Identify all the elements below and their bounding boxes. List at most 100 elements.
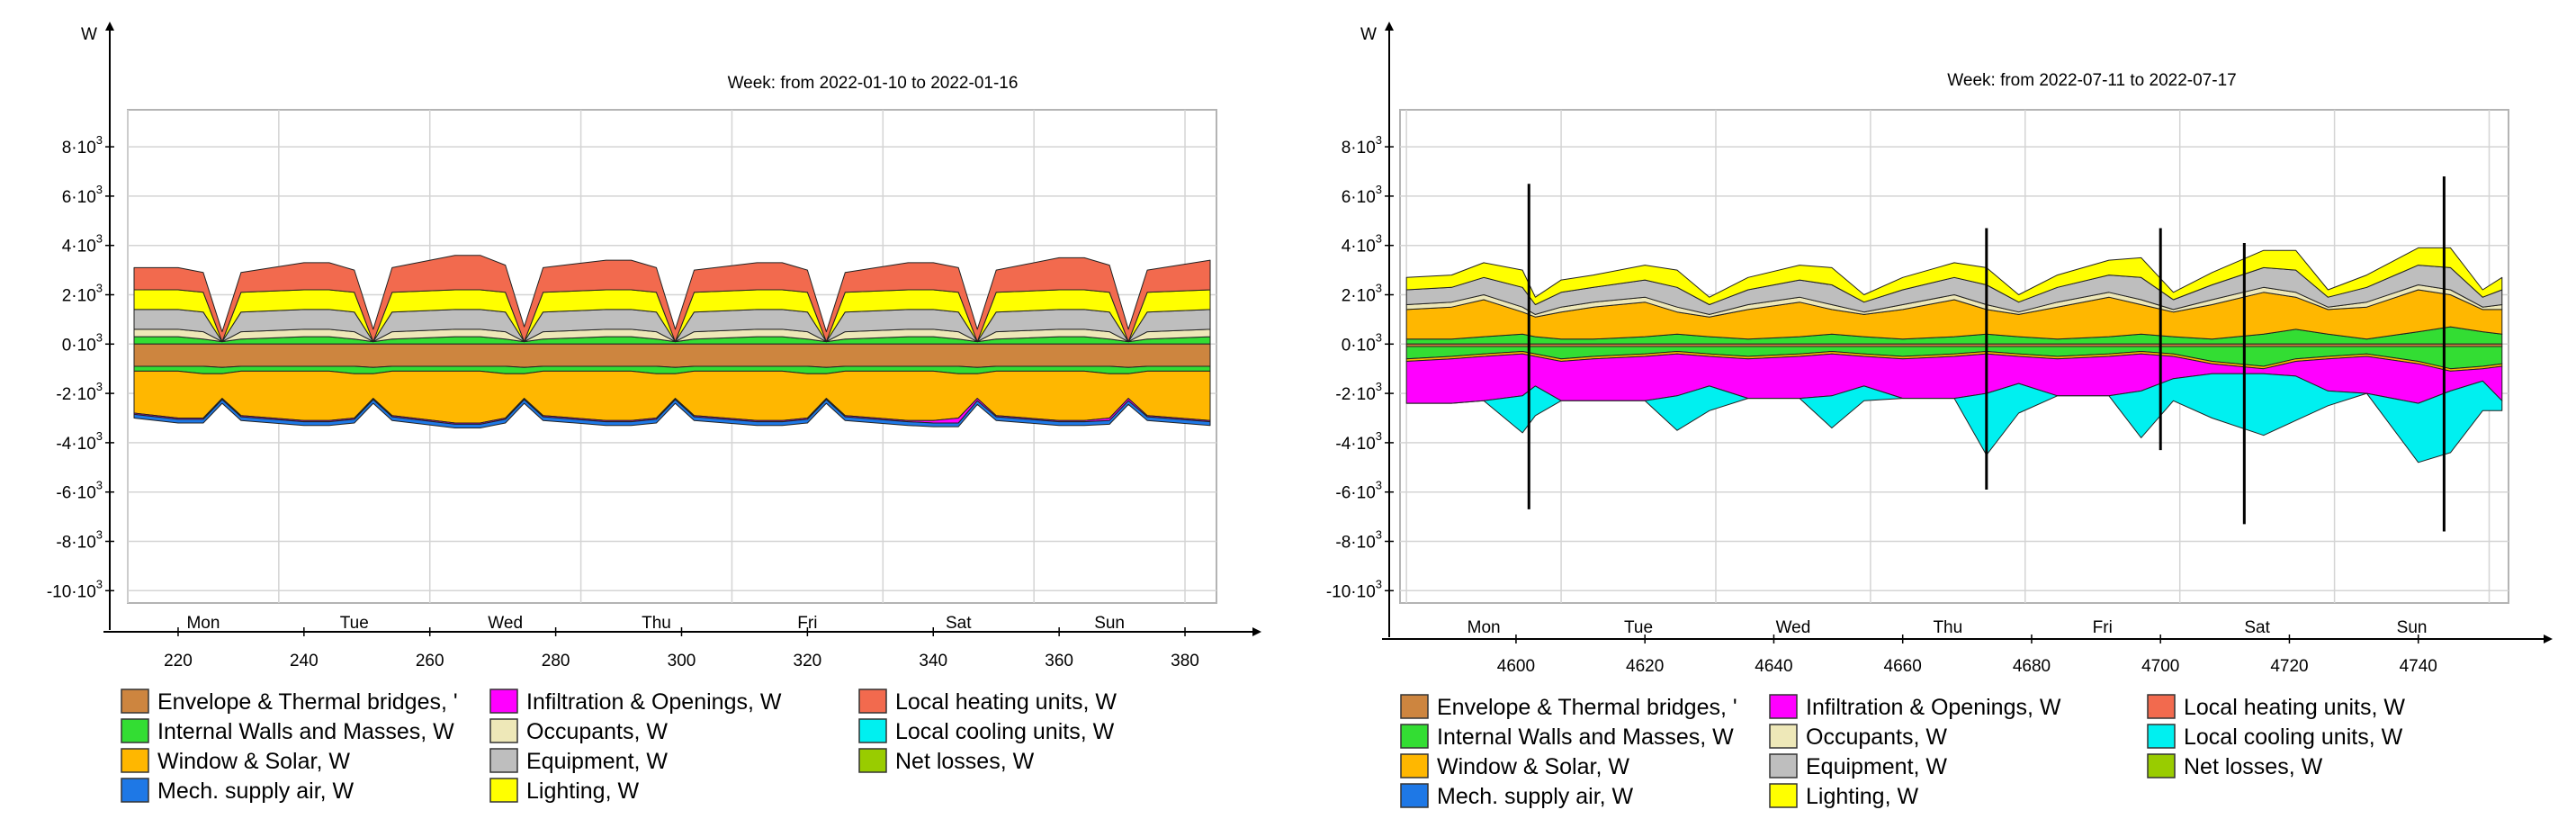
legend-item-window: Window & Solar, W [1400, 753, 1629, 779]
area-positive-heating [133, 255, 1211, 343]
x-tick-label: 4660 [1884, 657, 1922, 676]
x-tick-label: 340 [919, 652, 947, 670]
left-legend: Envelope & Thermal bridges, ' Internal Wa… [121, 688, 1117, 804]
chart-title: Week: from 2022-01-10 to 2022-01-16 [728, 74, 1019, 93]
day-label: Tue [1624, 618, 1653, 637]
y-tick-label: 2·103 [62, 282, 103, 306]
y-tick-label: -10·103 [47, 577, 103, 601]
area-negative-mech [133, 399, 1211, 428]
legend-item-infiltration: Infiltration & Openings, W [489, 688, 782, 715]
x-tick-label: 300 [668, 652, 696, 670]
legend-label: Envelope & Thermal bridges, ' [157, 689, 458, 715]
legend-swatch [121, 688, 149, 714]
legend-swatch [121, 778, 149, 803]
legend-label: Local cooling units, W [895, 719, 1115, 744]
x-tick-label: 4720 [2270, 657, 2308, 676]
day-label: Tue [340, 614, 369, 633]
legend-swatch [2147, 724, 2176, 749]
x-ticks: 4600 4620 4640 4660 4680 4700 4720 4740 [1497, 634, 2437, 676]
day-label: Sat [2244, 618, 2270, 637]
legend-swatch [121, 748, 149, 773]
y-axis-label: W [81, 25, 97, 44]
legend-swatch [1769, 724, 1798, 749]
legend-swatch [2147, 694, 2176, 719]
legend-swatch [489, 688, 518, 714]
legend-item-equipment: Equipment, W [1769, 753, 1947, 779]
x-ticks: 220 240 260 280 300 320 340 360 380 [164, 627, 1199, 670]
x-tick-label: 280 [542, 652, 570, 670]
legend-label: Local heating units, W [895, 689, 1117, 715]
y-tick-label: 0·103 [62, 330, 103, 355]
right-chart: W Week: from 2022-07-11 to 2022-07-17 8·… [1326, 22, 2553, 676]
legend-swatch [858, 688, 887, 714]
legend-label: Internal Walls and Masses, W [157, 719, 454, 744]
legend-item-lighting: Lighting, W [1769, 783, 1918, 809]
day-label: Wed [488, 614, 523, 633]
y-tick-label: -2·103 [56, 380, 103, 404]
day-label: Sun [1094, 614, 1125, 633]
y-tick-label: -10·103 [1326, 577, 1382, 601]
x-tick-label: 260 [416, 652, 444, 670]
legend-item-lighting: Lighting, W [489, 778, 639, 804]
legend-label: Infiltration & Openings, W [526, 689, 782, 715]
y-tick-label: 2·103 [1342, 282, 1382, 306]
legend-label: Lighting, W [526, 778, 639, 804]
left-chart: W Week: from 2022-01-10 to 2022-01-16 8·… [47, 22, 1261, 670]
y-tick-label: 8·103 [1342, 133, 1382, 158]
chart-title: Week: from 2022-07-11 to 2022-07-17 [1947, 71, 2236, 90]
legend-item-window: Window & Solar, W [121, 748, 350, 774]
legend-label: Lighting, W [1806, 784, 1918, 809]
legend-label: Infiltration & Openings, W [1806, 695, 2061, 720]
legend-swatch [489, 778, 518, 803]
legend-label: Internal Walls and Masses, W [1437, 724, 1734, 750]
legend-label: Local heating units, W [2184, 695, 2405, 720]
legend-item-envelope: Envelope & Thermal bridges, ' [121, 688, 458, 715]
legend-item-occupants: Occupants, W [1769, 724, 1947, 750]
y-tick-label: 4·103 [62, 232, 103, 256]
legend-swatch [2147, 753, 2176, 778]
spike-lines [1527, 176, 2446, 532]
legend-swatch [1400, 783, 1429, 808]
legend-label: Local cooling units, W [2184, 724, 2403, 750]
x-tick-label: 4700 [2141, 657, 2179, 676]
y-tick-label: -6·103 [1335, 479, 1382, 503]
day-labels: Mon Tue Wed Thu Fri Sat Sun [1468, 618, 2428, 637]
legend-label: Window & Solar, W [1437, 754, 1629, 779]
legend-item-mech: Mech. supply air, W [1400, 783, 1634, 809]
legend-item-cooling: Local cooling units, W [2147, 724, 2403, 750]
legend-swatch [1769, 694, 1798, 719]
legend-swatch [1400, 753, 1429, 778]
right-legend: Envelope & Thermal bridges, ' Internal Wa… [1400, 694, 2405, 809]
area-negative-cooling [1405, 373, 2503, 464]
day-label: Thu [1933, 618, 1962, 637]
legend-label: Equipment, W [526, 749, 668, 774]
legend-item-heating: Local heating units, W [858, 688, 1117, 715]
y-tick-label: -4·103 [56, 429, 103, 454]
x-tick-label: 220 [164, 652, 193, 670]
day-label: Fri [2093, 618, 2113, 637]
legend-item-equipment: Equipment, W [489, 748, 668, 774]
legend-item-envelope: Envelope & Thermal bridges, ' [1400, 694, 1737, 720]
legend-swatch [1400, 724, 1429, 749]
day-label: Mon [186, 614, 220, 633]
legend-label: Net losses, W [2184, 754, 2323, 779]
day-label: Sun [2397, 618, 2428, 637]
legend-item-netlosses: Net losses, W [858, 748, 1035, 774]
y-ticks: 8·103 6·103 4·103 2·103 0·103 -2·103 -4·103 -6·… [1326, 133, 1394, 601]
y-tick-label: -4·103 [1335, 429, 1382, 454]
legend-item-infiltration: Infiltration & Openings, W [1769, 694, 2061, 720]
day-label: Mon [1468, 618, 1501, 637]
x-tick-label: 4620 [1626, 657, 1664, 676]
legend-label: Occupants, W [526, 719, 668, 744]
legend-item-internal: Internal Walls and Masses, W [121, 718, 454, 744]
legend-label: Window & Solar, W [157, 749, 350, 774]
x-tick-label: 240 [290, 652, 319, 670]
x-tick-label: 380 [1171, 652, 1199, 670]
day-label: Sat [946, 614, 972, 633]
area-positive-lighting [1405, 247, 2503, 305]
legend-label: Mech. supply air, W [1437, 784, 1634, 809]
y-axis-label: W [1360, 25, 1377, 44]
legend-item-occupants: Occupants, W [489, 718, 668, 744]
legend-label: Occupants, W [1806, 724, 1947, 750]
legend-label: Envelope & Thermal bridges, ' [1437, 695, 1737, 720]
